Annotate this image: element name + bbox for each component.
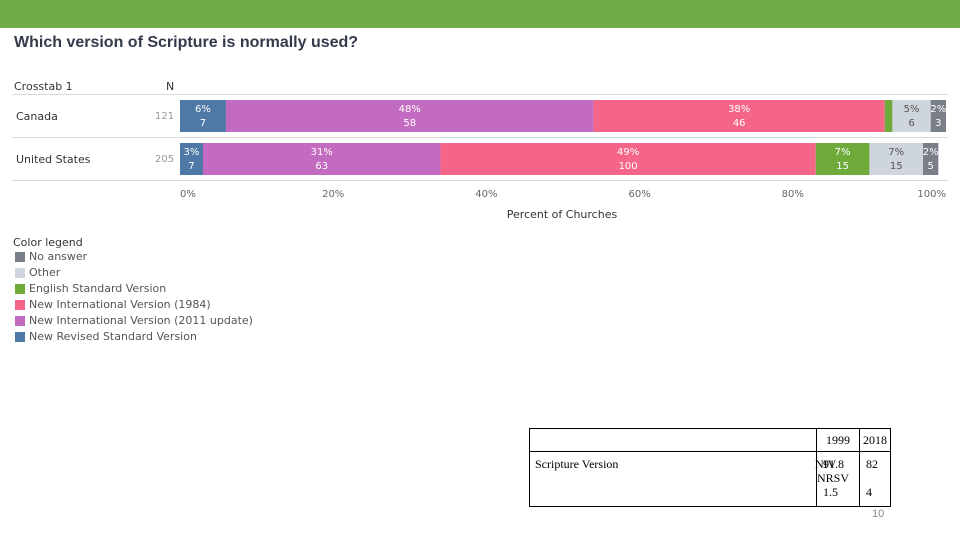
legend-label: New International Version (1984) <box>29 298 211 311</box>
legend-swatch-no-answer <box>15 252 25 262</box>
bar-segment-canada-new-international-version-2011-update <box>225 100 594 132</box>
bar-segment-canada-english-standard-version <box>884 100 893 132</box>
bar-segment-united-states-new-international-version-2011-update <box>202 143 441 175</box>
legend-swatch-niv-1984 <box>15 300 25 310</box>
version-niv: NIV <box>815 457 837 471</box>
data-label-count: 3 <box>935 118 941 129</box>
data-label-count: 58 <box>403 118 416 129</box>
version-label-cell: Scripture Version NIV NRSV <box>529 451 849 507</box>
data-label-percent: 3% <box>184 147 200 158</box>
data-label-count: 63 <box>315 161 328 172</box>
row-label-united-states: United States <box>16 153 91 166</box>
top-accent-bar <box>0 0 960 28</box>
data-label-count: 7 <box>188 161 194 172</box>
data-label-percent: 5% <box>904 104 920 115</box>
data-label-percent: 7% <box>888 147 904 158</box>
niv-2018-value: 82 <box>859 451 891 480</box>
legend-label: No answer <box>29 250 88 263</box>
data-label-count: 46 <box>733 118 746 129</box>
legend-title: Color legend <box>13 236 83 249</box>
stacked-bar-chart: 6% 7 48% 58 38% 46 5% 6 2% 3 3% 7 31% 63 49% 100 7% 15 7% 1… <box>180 100 946 221</box>
summary-table: 1999 2018 Scripture Version NIV NRSV 91.… <box>529 428 891 507</box>
legend-swatch-other <box>15 268 25 278</box>
x-axis-title: Percent of Churches <box>507 208 618 221</box>
row-n-canada: 121 <box>155 111 175 122</box>
legend-swatch-nrsv <box>15 332 25 342</box>
data-label-percent: 6% <box>195 104 211 115</box>
data-label-count: 100 <box>619 161 638 172</box>
legend-swatch-esv <box>15 284 25 294</box>
data-label-count: 6 <box>908 118 914 129</box>
bar-segment-united-states-new-revised-standard-version <box>180 143 203 175</box>
data-label-count: 7 <box>200 118 206 129</box>
row-divider-bottom <box>12 180 948 181</box>
data-label-percent: 48% <box>399 104 421 115</box>
bar-segment-united-states-english-standard-version <box>815 143 870 175</box>
x-tick-label: 100% <box>917 189 946 200</box>
data-label-percent: 2% <box>923 147 939 158</box>
nrsv-1999-value: 1.5 <box>816 480 860 507</box>
legend-label: New International Version (2011 update) <box>29 314 253 327</box>
x-tick-label: 20% <box>322 189 344 200</box>
data-label-count: 15 <box>890 161 903 172</box>
data-label-count: 5 <box>927 161 933 172</box>
crosstab-header: Crosstab 1 <box>14 80 73 93</box>
page-number: 10 <box>872 508 885 520</box>
legend-label: Other <box>29 266 61 279</box>
x-tick-label: 40% <box>475 189 497 200</box>
header-blank-cell <box>529 428 817 452</box>
n-column-header: N <box>166 80 175 93</box>
bar-segment-united-states-new-international-version-1984 <box>440 143 816 175</box>
data-label-percent: 31% <box>311 147 333 158</box>
nrsv-2018-value: 4 <box>859 480 891 507</box>
legend-label: English Standard Version <box>29 282 167 295</box>
slide-title: Which version of Scripture is normally u… <box>14 34 359 51</box>
data-label-percent: 7% <box>835 147 851 158</box>
bar-segment-canada-new-international-version-1984 <box>593 100 885 132</box>
bar-segment-united-states-other <box>869 143 924 175</box>
data-label-count: 15 <box>836 161 849 172</box>
row-divider-top <box>12 94 948 95</box>
bar-segment-united-states-no-answer <box>923 143 939 175</box>
row-label-canada: Canada <box>16 110 58 123</box>
row-divider-middle <box>12 137 948 138</box>
legend-label: New Revised Standard Version <box>29 330 197 343</box>
x-tick-label: 60% <box>628 189 650 200</box>
data-label-percent: 38% <box>728 104 750 115</box>
bar-segment-canada-no-answer <box>930 100 946 132</box>
data-label-percent: 2% <box>930 104 946 115</box>
bar-segment-canada-new-revised-standard-version <box>180 100 226 132</box>
year-1999-header: 1999 <box>816 428 860 452</box>
x-tick-label: 0% <box>180 189 196 200</box>
bar-segment-canada-other <box>892 100 931 132</box>
version-nrsv: NRSV <box>817 471 850 485</box>
year-2018-header: 2018 <box>859 428 891 452</box>
scripture-version-label: Scripture Version <box>535 457 619 471</box>
niv-1999-value: 91.8 <box>816 451 860 480</box>
legend-swatch-niv-2011 <box>15 316 25 326</box>
row-n-united-states: 205 <box>155 154 175 165</box>
data-label-percent: 49% <box>617 147 639 158</box>
x-tick-label: 80% <box>782 189 804 200</box>
